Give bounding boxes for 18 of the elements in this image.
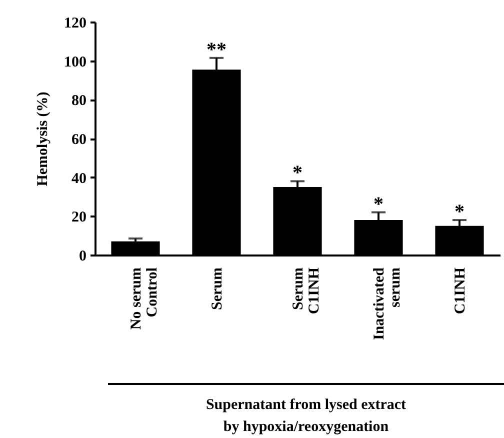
x-axis-title: Supernatant from lysed extract by hypoxia/reoxygenation — [204, 396, 408, 437]
annotation: * — [374, 193, 384, 216]
annotation: * — [292, 162, 302, 184]
y-axis-title: Hemolysis (%) — [35, 92, 51, 186]
y-tick-label: 100 — [64, 54, 86, 70]
y-tick-label: 60 — [72, 132, 86, 148]
x-tick-label: No serum Control — [128, 267, 160, 330]
annotation: ** — [206, 38, 226, 61]
y-tick-label: 40 — [72, 170, 86, 187]
y-tick-label: 20 — [72, 210, 86, 226]
y-tick-label: 0 — [79, 248, 86, 264]
x-tick-label: Serum — [210, 267, 226, 310]
y-tick-label: 80 — [72, 93, 86, 110]
annotation: * — [454, 201, 464, 224]
y-tick-label: 120 — [64, 16, 86, 32]
x-tick-label: Inactivated serum — [372, 266, 404, 340]
x-tick-label: C1INH — [452, 267, 468, 314]
x-tick-label: Serum C1INH — [290, 267, 322, 314]
